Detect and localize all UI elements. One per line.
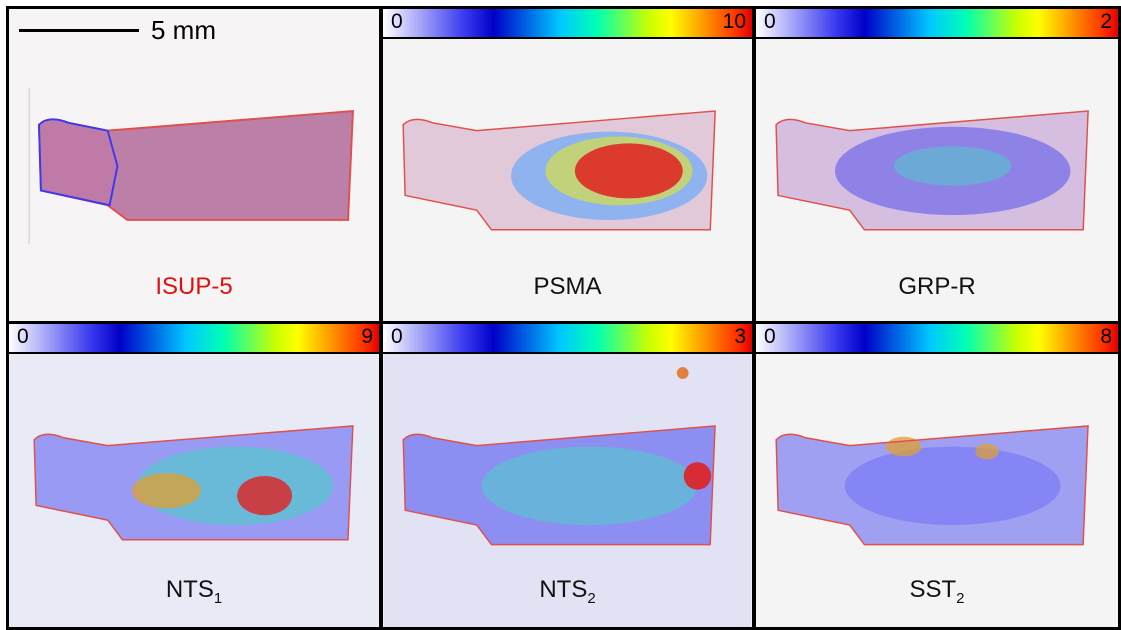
panel-grpr: 0 2 GRP-R [753, 6, 1121, 324]
psma-heatmap-image [402, 110, 716, 231]
grpr-heatmap-image [775, 110, 1089, 231]
panel-label-nts2: NTS2 [539, 576, 596, 607]
colorbar-max: 9 [361, 325, 373, 348]
scale-bar-label: 5 mm [151, 15, 216, 45]
colorbar-nts2: 0 3 [383, 324, 752, 354]
panel-nts1: 0 9 NTS1 [6, 321, 382, 630]
colorbar-min: 0 [764, 10, 776, 33]
panel-label-nts1: NTS1 [165, 576, 223, 607]
he-tissue-image [28, 87, 354, 245]
colorbar-sst2: 0 8 [756, 324, 1118, 354]
colorbar-max: 8 [1100, 325, 1112, 348]
colorbar-max: 3 [734, 325, 746, 348]
panel-label-isup: ISUP-5 [155, 273, 233, 300]
colorbar-min: 0 [391, 325, 403, 348]
panel-isup-he: 5 mm ISUP-5 [6, 6, 382, 324]
panel-nts2: 0 3 NTS2 [380, 321, 755, 630]
panel-label-grpr: GRP-R [898, 273, 976, 300]
colorbar-max: 10 [722, 10, 746, 33]
colorbar-grpr: 0 2 [756, 9, 1118, 39]
colorbar-max: 2 [1100, 10, 1112, 33]
nts2-heatmap-image [383, 324, 752, 627]
panel-psma: 0 10 PSMA [380, 6, 755, 324]
nts1-heatmap-image [9, 324, 379, 627]
colorbar-nts1: 0 9 [9, 324, 379, 354]
scale-bar [19, 29, 139, 32]
colorbar-min: 0 [764, 325, 776, 348]
panel-label-sst2: SST2 [909, 576, 965, 607]
colorbar-min: 0 [17, 325, 29, 348]
colorbar-min: 0 [391, 10, 403, 33]
panel-sst2: 0 8 SST2 [753, 321, 1121, 630]
sst2-heatmap-image [775, 425, 1089, 546]
colorbar-psma: 0 10 [383, 9, 752, 39]
panel-label-psma: PSMA [533, 273, 602, 300]
